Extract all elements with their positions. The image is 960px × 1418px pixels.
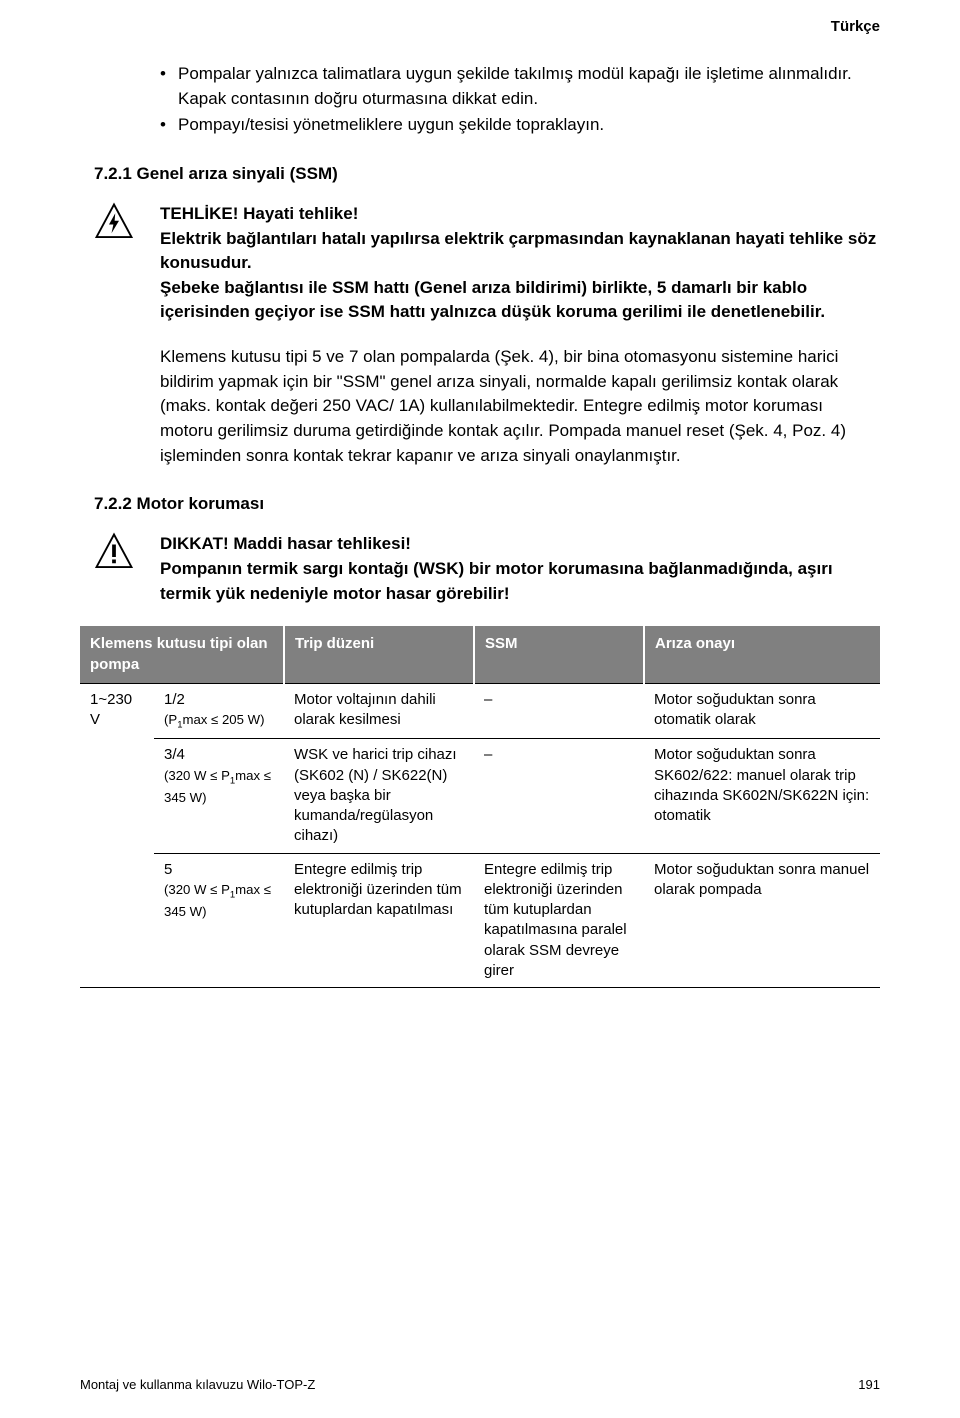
caution-icon	[94, 532, 140, 577]
warning-danger-body: Elektrik bağlantıları hatalı yapılırsa e…	[160, 227, 880, 326]
table-row: 3/4 (320 W ≤ P1max ≤ 345 W) WSK ve haric…	[80, 739, 880, 853]
warning-caution-body: Pompanın termik sargı kontağı (WSK) bir …	[160, 557, 880, 606]
warning-caution: DIKKAT! Maddi hasar tehlikesi! Pompanın …	[80, 532, 880, 606]
warning-caution-text: DIKKAT! Maddi hasar tehlikesi! Pompanın …	[140, 532, 880, 606]
cell-ssm: Entegre edilmiş trip elektroniği üzerind…	[474, 853, 644, 988]
cell-type-sub: (320 W ≤ P1max ≤ 345 W)	[164, 882, 271, 919]
cell-ssm: –	[474, 683, 644, 739]
cell-voltage: 1~230 V	[80, 683, 154, 987]
cell-ssm: –	[474, 739, 644, 853]
bullet-item: • Pompalar yalnızca talimatlara uygun şe…	[160, 62, 880, 111]
cell-type: 1/2 (P1max ≤ 205 W)	[154, 683, 284, 739]
warning-caution-title: DIKKAT! Maddi hasar tehlikesi!	[160, 532, 880, 557]
th-ssm: SSM	[474, 626, 644, 683]
cell-trip: Motor voltajının dahili olarak kesilmesi	[284, 683, 474, 739]
cell-type-main: 5	[164, 861, 172, 878]
th-pump-type: Klemens kutusu tipi olan pompa	[80, 626, 284, 683]
table-header-row: Klemens kutusu tipi olan pompa Trip düze…	[80, 626, 880, 683]
th-ack: Arıza onayı	[644, 626, 880, 683]
bullet-dot-icon: •	[160, 62, 178, 111]
page-footer: Montaj ve kullanma kılavuzu Wilo-TOP-Z 1…	[80, 1377, 880, 1392]
section-721-heading: 7.2.1 Genel arıza sinyali (SSM)	[80, 164, 880, 184]
bullet-text: Pompalar yalnızca talimatlara uygun şeki…	[178, 62, 880, 111]
section-721-paragraph: Klemens kutusu tipi 5 ve 7 olan pompalar…	[80, 345, 880, 468]
cell-ack: Motor soğuduktan sonra otomatik olarak	[644, 683, 880, 739]
cell-type-sub: (P1max ≤ 205 W)	[164, 712, 264, 727]
cell-type: 3/4 (320 W ≤ P1max ≤ 345 W)	[154, 739, 284, 853]
footer-doc-title: Montaj ve kullanma kılavuzu Wilo-TOP-Z	[80, 1377, 315, 1392]
cell-ack: Motor soğuduktan sonra SK602/622: manuel…	[644, 739, 880, 853]
intro-bullets: • Pompalar yalnızca talimatlara uygun şe…	[80, 62, 880, 138]
language-label: Türkçe	[831, 18, 880, 35]
section-722-heading: 7.2.2 Motor koruması	[80, 494, 880, 514]
cell-type-sub: (320 W ≤ P1max ≤ 345 W)	[164, 768, 271, 805]
cell-type-main: 3/4	[164, 746, 185, 763]
cell-trip: Entegre edilmiş trip elektroniği üzerind…	[284, 853, 474, 988]
cell-type-main: 1/2	[164, 691, 185, 708]
electric-hazard-icon	[94, 202, 140, 247]
page-content: • Pompalar yalnızca talimatlara uygun şe…	[80, 32, 880, 988]
warning-danger-title: TEHLİKE! Hayati tehlike!	[160, 202, 880, 227]
cell-type: 5 (320 W ≤ P1max ≤ 345 W)	[154, 853, 284, 988]
table-row: 5 (320 W ≤ P1max ≤ 345 W) Entegre edilmi…	[80, 853, 880, 988]
cell-ack: Motor soğuduktan sonra manuel olarak pom…	[644, 853, 880, 988]
warning-danger: TEHLİKE! Hayati tehlike! Elektrik bağlan…	[80, 202, 880, 325]
bullet-dot-icon: •	[160, 113, 178, 138]
warning-danger-text: TEHLİKE! Hayati tehlike! Elektrik bağlan…	[140, 202, 880, 325]
table-row: 1~230 V 1/2 (P1max ≤ 205 W) Motor voltaj…	[80, 683, 880, 739]
motor-protection-table: Klemens kutusu tipi olan pompa Trip düze…	[80, 626, 880, 988]
cell-trip: WSK ve harici trip cihazı (SK602 (N) / S…	[284, 739, 474, 853]
bullet-text: Pompayı/tesisi yönetmeliklere uygun şeki…	[178, 113, 604, 138]
footer-page-number: 191	[858, 1377, 880, 1392]
bullet-item: • Pompayı/tesisi yönetmeliklere uygun şe…	[160, 113, 880, 138]
th-trip: Trip düzeni	[284, 626, 474, 683]
